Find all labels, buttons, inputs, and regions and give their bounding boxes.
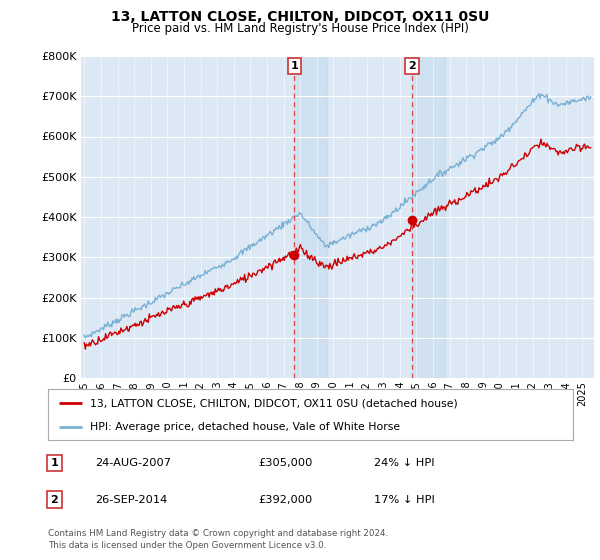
Text: 26-SEP-2014: 26-SEP-2014	[95, 494, 167, 505]
Text: 13, LATTON CLOSE, CHILTON, DIDCOT, OX11 0SU: 13, LATTON CLOSE, CHILTON, DIDCOT, OX11 …	[111, 10, 489, 24]
Text: 17% ↓ HPI: 17% ↓ HPI	[373, 494, 434, 505]
Text: 1: 1	[50, 458, 58, 468]
Text: 2: 2	[408, 61, 416, 71]
Text: Price paid vs. HM Land Registry's House Price Index (HPI): Price paid vs. HM Land Registry's House …	[131, 22, 469, 35]
Text: 24-AUG-2007: 24-AUG-2007	[95, 458, 171, 468]
Text: £392,000: £392,000	[258, 494, 312, 505]
Text: 2: 2	[50, 494, 58, 505]
Text: HPI: Average price, detached house, Vale of White Horse: HPI: Average price, detached house, Vale…	[90, 422, 400, 432]
Text: 13, LATTON CLOSE, CHILTON, DIDCOT, OX11 0SU (detached house): 13, LATTON CLOSE, CHILTON, DIDCOT, OX11 …	[90, 398, 458, 408]
Bar	[294, 56, 328, 378]
Text: This data is licensed under the Open Government Licence v3.0.: This data is licensed under the Open Gov…	[48, 541, 326, 550]
Text: 24% ↓ HPI: 24% ↓ HPI	[373, 458, 434, 468]
Bar	[412, 56, 445, 378]
Text: Contains HM Land Registry data © Crown copyright and database right 2024.: Contains HM Land Registry data © Crown c…	[48, 529, 388, 538]
Text: £305,000: £305,000	[258, 458, 313, 468]
Text: 1: 1	[290, 61, 298, 71]
